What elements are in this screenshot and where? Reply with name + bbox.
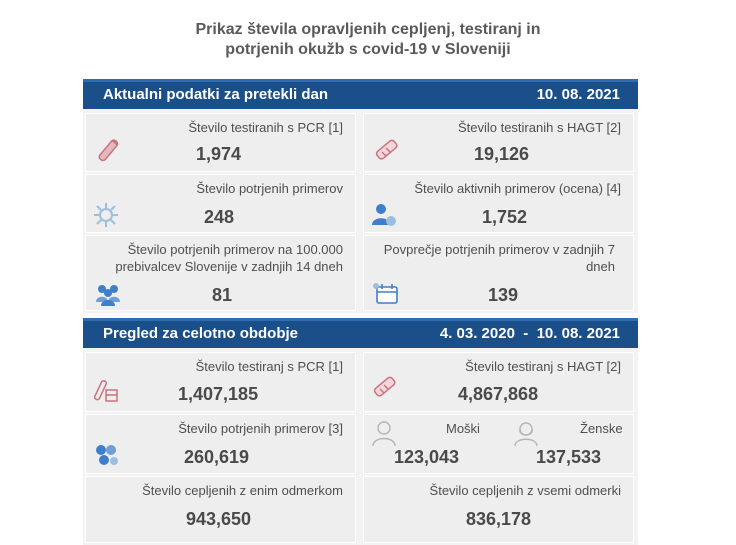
total-confirmed-card: Število potrjenih primerov [3] 260,619 (85, 414, 356, 474)
total-hagt-card: Število testiranj s HAGT [2] 4,867,868 (363, 352, 634, 412)
daily-confirmed-value: 248 (204, 207, 235, 227)
virus-icon (94, 203, 118, 227)
vaccinated-one-dose-label: Število cepljenih z enim odmerkom (142, 483, 343, 498)
daily-active-card: Število aktivnih primerov (ocena) [4] 1,… (363, 174, 634, 233)
male-value: 123,043 (394, 447, 460, 467)
total-panel: Pregled za celotno obdobje 4. 03. 2020 -… (83, 318, 638, 545)
daily-incidence-label: Število potrjenih primerov na 100.000 pr… (115, 241, 343, 275)
vaccinated-all-doses-label: Število cepljenih z vsemi odmerki (429, 483, 621, 498)
daily-incidence-value: 81 (212, 285, 233, 305)
total-hagt-value: 4,867,868 (458, 384, 539, 404)
daily-hagt-label: Število testiranih s HAGT [2] (457, 120, 621, 135)
daily-hagt-value: 19,126 (474, 144, 530, 164)
total-hagt-label: Število testiranj s HAGT [2] (465, 359, 621, 374)
total-bar-date-range: 4. 03. 2020 - 10. 08. 2021 (439, 325, 620, 342)
daily-pcr-value: 1,974 (196, 144, 242, 164)
daily-average-label-line-2: dneh (586, 259, 615, 274)
daily-pcr-label: Število testiranih s PCR [1] (188, 120, 343, 135)
vaccinated-one-dose-card: Število cepljenih z enim odmerkom 943,65… (85, 476, 356, 543)
vaccinated-all-doses-value: 836,178 (466, 509, 532, 529)
calendar-icon (373, 283, 398, 304)
rapid-test-icon (373, 376, 396, 397)
daily-incidence-card: Število potrjenih primerov na 100.000 pr… (85, 235, 356, 311)
daily-average-value: 139 (488, 285, 519, 305)
daily-average-label: Povprečje potrjenih primerov v zadnjih 7… (384, 241, 615, 275)
daily-hagt-card: Število testiranih s HAGT [2] 19,126 (363, 113, 634, 172)
female-label: Ženske (580, 421, 623, 436)
female-value: 137,533 (536, 447, 602, 467)
male-label: Moški (446, 421, 480, 436)
daily-bar-title: Aktualni podatki za pretekli dan (103, 86, 329, 103)
total-header-bar: Pregled za celotno obdobje 4. 03. 2020 -… (83, 318, 638, 348)
daily-confirmed-card: Število potrjenih primerov 248 (85, 174, 356, 233)
population-icon (96, 285, 120, 306)
total-bar-title: Pregled za celotno obdobje (103, 325, 299, 342)
male-icon (372, 421, 396, 447)
daily-pcr-card: Število testiranih s PCR [1] 1,974 (85, 113, 356, 172)
daily-average-card: Povprečje potrjenih primerov v zadnjih 7… (363, 235, 634, 311)
daily-bar-date: 10. 08. 2021 (536, 86, 620, 103)
daily-confirmed-label: Število potrjenih primerov (196, 181, 343, 196)
page-title: Prikaz števila opravljenih cepljenj, tes… (0, 20, 736, 60)
rapid-test-icon (375, 139, 398, 160)
daily-active-value: 1,752 (482, 207, 528, 227)
total-gender-card: Moški 123,043 Ženske 137,533 (363, 414, 634, 474)
daily-average-label-line-1: Povprečje potrjenih primerov v zadnjih 7 (383, 242, 615, 257)
daily-incidence-label-line-2: prebivalcev Slovenije v zadnjih 14 dneh (115, 259, 343, 274)
test-tube-icon (98, 139, 119, 162)
total-confirmed-value: 260,619 (184, 447, 250, 467)
vaccinated-one-dose-value: 943,650 (186, 509, 252, 529)
patient-icon (372, 204, 396, 226)
total-pcr-label: Število testiranj s PCR [1] (195, 359, 343, 374)
virus-group-icon (96, 445, 118, 465)
total-pcr-value: 1,407,185 (178, 384, 259, 404)
vaccinated-all-doses-card: Število cepljenih z vsemi odmerki 836,17… (363, 476, 634, 543)
total-confirmed-label: Število potrjenih primerov [3] (178, 421, 343, 436)
page-title-line-1: Prikaz števila opravljenih cepljenj, tes… (195, 21, 541, 38)
total-pcr-card: Število testiranj s PCR [1] 1,407,185 (85, 352, 356, 412)
female-icon (514, 422, 538, 447)
daily-header-bar: Aktualni podatki za pretekli dan 10. 08.… (83, 79, 638, 109)
page-title-line-2: potrjenih okužb s covid-19 v Sloveniji (225, 41, 511, 58)
test-tubes-icon (93, 379, 118, 402)
daily-incidence-label-line-1: Število potrjenih primerov na 100.000 (127, 242, 343, 257)
daily-panel: Aktualni podatki za pretekli dan 10. 08.… (83, 79, 638, 313)
daily-active-label: Število aktivnih primerov (ocena) [4] (414, 181, 621, 196)
